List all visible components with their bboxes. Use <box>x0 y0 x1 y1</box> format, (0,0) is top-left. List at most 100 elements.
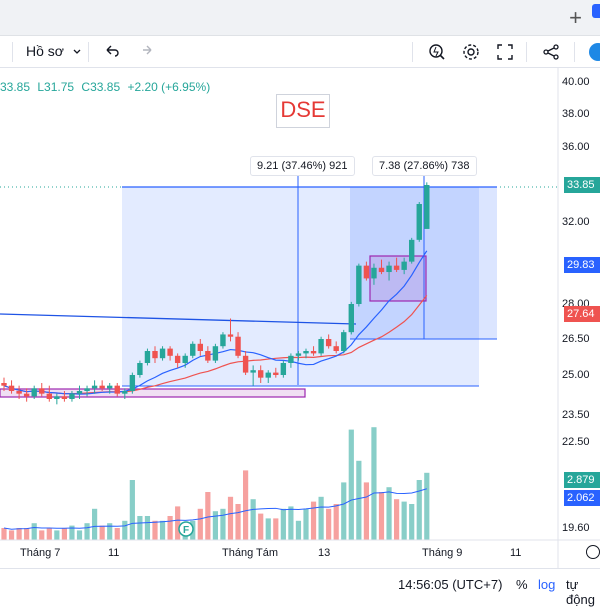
symbol-label-box[interactable]: DSE <box>276 94 330 128</box>
volume-bar <box>152 520 158 540</box>
consolidation-box-1 <box>0 388 306 398</box>
price-axis-label: 23.50 <box>562 409 590 421</box>
chart-toolbar: Hồ sơ <box>0 36 600 68</box>
candle-body <box>348 304 354 333</box>
volume-ma-line <box>3 488 427 530</box>
volume-bar <box>288 506 294 540</box>
percent-scale-toggle[interactable]: % <box>516 577 528 592</box>
toolbar-divider <box>12 42 13 62</box>
toolbar-divider <box>88 42 89 62</box>
candle-body <box>39 388 45 394</box>
candle-body <box>393 265 400 270</box>
measure-label-1: 9.21 (37.46%) 921 <box>250 156 355 176</box>
price-axis-label: 32.00 <box>562 216 590 228</box>
volume-bar <box>310 501 317 540</box>
candle-body <box>1 383 7 386</box>
candle-body <box>114 385 120 394</box>
volume-bar <box>107 523 113 540</box>
volume-bar <box>197 508 203 540</box>
log-scale-toggle[interactable]: log <box>538 577 556 592</box>
candle-body <box>107 385 113 389</box>
candle-body <box>159 348 166 359</box>
legend-low: L31.75 <box>37 80 75 94</box>
volume-bar <box>205 492 211 540</box>
candle-body <box>401 261 407 270</box>
volume-bar <box>212 511 218 540</box>
volume-bar <box>371 427 377 540</box>
gear-icon[interactable] <box>460 41 482 63</box>
candle-body <box>280 363 287 375</box>
fullscreen-icon[interactable] <box>494 41 516 63</box>
candle-body <box>91 385 98 389</box>
volume-bar <box>348 429 354 540</box>
measure-label-2: 7.38 (27.86%) 738 <box>372 156 477 176</box>
candle-body <box>16 391 22 394</box>
last-price-tag: 33.85 <box>564 177 600 193</box>
volume-bar <box>54 530 60 540</box>
candle-body <box>122 391 128 394</box>
publish-icon[interactable] <box>586 41 600 63</box>
undo-icon[interactable] <box>102 41 124 63</box>
candle-body <box>197 343 203 351</box>
consolidation-box-2 <box>369 255 427 302</box>
share-icon[interactable] <box>540 41 562 63</box>
volume-bar <box>114 528 120 540</box>
candle-body <box>152 351 158 359</box>
auto-scale-toggle[interactable]: tự động <box>566 577 595 607</box>
time-axis-label: 13 <box>318 547 331 559</box>
event-marker-label: F <box>183 525 189 536</box>
volume-bar <box>46 528 52 540</box>
candle-body <box>273 372 279 375</box>
candle-body <box>8 385 15 391</box>
volume-bar <box>333 504 339 540</box>
candle-body <box>416 204 422 240</box>
volume-bar <box>76 530 83 540</box>
volume-bar <box>137 516 143 540</box>
volume-bar <box>318 496 324 540</box>
candle-body <box>76 391 83 394</box>
volume-bar <box>250 499 256 540</box>
candle-body <box>235 336 241 356</box>
price-axis-label: 26.50 <box>562 333 590 345</box>
candle-body <box>288 355 294 363</box>
candle-body <box>99 385 105 389</box>
candle-body <box>190 343 196 356</box>
candle-body <box>205 351 211 361</box>
volume-bar <box>394 499 400 540</box>
volume-bar <box>401 501 407 540</box>
candle-body <box>46 393 52 399</box>
redo-icon[interactable] <box>136 41 158 63</box>
price-axis-label: 19.60 <box>562 522 590 534</box>
bottom-status-bar: 14:56:05 (UTC+7) % log tự động <box>0 568 600 607</box>
axis-settings-icon[interactable] <box>586 545 600 559</box>
toolbar-divider <box>412 42 413 62</box>
notification-badge <box>592 4 600 18</box>
candle-body <box>54 396 60 399</box>
candle-body <box>386 265 392 273</box>
toolbar-divider <box>574 42 575 62</box>
ma-blue-price-tag: 29.83 <box>564 257 600 273</box>
volume-bar <box>265 518 271 540</box>
volume-bar <box>243 470 249 540</box>
volume-bar <box>424 472 430 540</box>
clock-timezone[interactable]: 14:56:05 (UTC+7) <box>398 577 503 592</box>
candle-body <box>220 334 226 347</box>
price-axis-label: 36.00 <box>562 141 590 153</box>
candle-body <box>84 388 90 391</box>
candle-body <box>182 355 188 363</box>
volume-bar <box>356 460 362 540</box>
profile-dropdown[interactable]: Hồ sơ <box>26 43 82 59</box>
volume-bar <box>220 508 226 540</box>
alert-icon[interactable] <box>426 41 448 63</box>
price-chart[interactable]: F <box>0 68 600 568</box>
candle-body <box>23 393 30 397</box>
candle-body <box>378 267 385 273</box>
event-marker-circle <box>178 521 194 537</box>
price-axis-label: 38.00 <box>562 108 590 120</box>
volume-bar <box>416 480 422 540</box>
candle-body <box>242 355 249 373</box>
time-axis-label: Tháng 9 <box>422 547 463 559</box>
new-tab-button[interactable]: + <box>569 5 582 30</box>
time-axis-label: 11 <box>510 547 522 559</box>
price-axis-label: 40.00 <box>562 76 590 88</box>
